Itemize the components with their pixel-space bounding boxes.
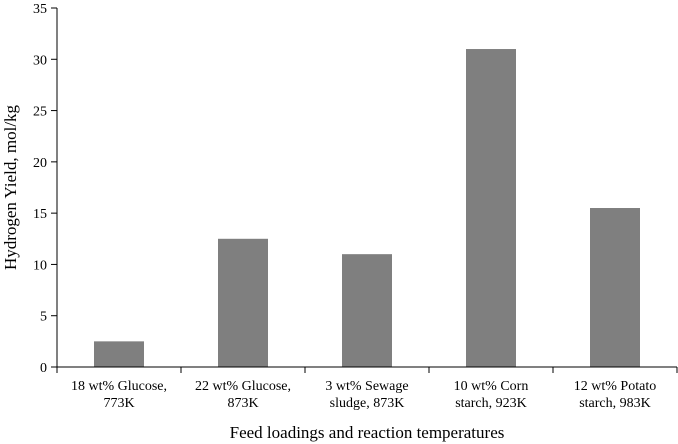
bars <box>94 49 640 368</box>
y-tick-label: 0 <box>40 361 47 376</box>
x-axis-title: Feed loadings and reaction temperatures <box>230 423 505 442</box>
y-tick-label: 15 <box>33 207 47 222</box>
bar-3 <box>342 254 392 367</box>
bar-1 <box>94 341 144 367</box>
bar-5 <box>590 208 640 367</box>
x-category-label: 12 wt% Potato starch, 983K <box>574 379 656 411</box>
x-axis-ticks: 18 wt% Glucose, 773K 22 wt% Glucose, 873K 3 … <box>56 367 678 411</box>
y-axis-ticks: 0 5 10 15 20 25 30 35 <box>33 2 57 376</box>
bar-2 <box>218 238 268 367</box>
y-tick-label: 30 <box>33 53 47 68</box>
y-tick-label: 35 <box>33 2 47 17</box>
x-category-label: 10 wt% Corn starch, 923K <box>454 379 529 411</box>
y-tick-label: 10 <box>33 258 47 273</box>
x-category-label: 3 wt% Sewage sludge, 873K <box>325 379 408 411</box>
y-tick-label: 20 <box>33 156 47 171</box>
x-category-label: 22 wt% Glucose, 873K <box>195 379 291 411</box>
x-category-label: 18 wt% Glucose, 773K <box>71 379 167 411</box>
y-tick-label: 5 <box>40 310 47 325</box>
y-tick-label: 25 <box>33 105 47 120</box>
y-axis-title: Hydrogen Yield, mol/kg <box>1 104 20 270</box>
bar-4 <box>466 49 516 368</box>
